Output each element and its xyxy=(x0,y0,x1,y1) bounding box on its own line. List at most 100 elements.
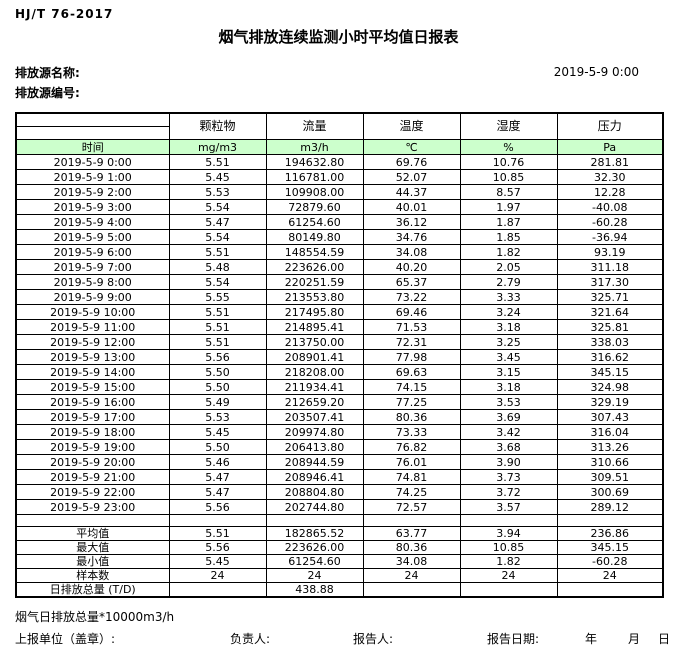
value-cell: 1.85 xyxy=(459,229,558,245)
summary-row: 平均值 5.51 182865.52 63.77 3.94 236.86 xyxy=(15,526,664,541)
unit-cell: m3/h xyxy=(265,139,364,155)
table-row: 2019-5-9 6:00 5.51 148554.59 34.08 1.82 93.19 xyxy=(15,244,664,260)
value-cell: 72.57 xyxy=(362,499,461,515)
value-cell: 3.53 xyxy=(459,394,558,410)
time-cell: 2019-5-9 0:00 xyxy=(15,154,170,170)
value-cell: 325.81 xyxy=(556,319,664,335)
time-cell: 2019-5-9 8:00 xyxy=(15,274,170,290)
total-emission-note: 烟气日排放总量*10000m3/h xyxy=(15,610,175,624)
value-cell: 69.76 xyxy=(362,154,461,170)
value-cell: -36.94 xyxy=(556,229,664,245)
value-cell: 10.85 xyxy=(459,169,558,185)
value-cell: 8.57 xyxy=(459,184,558,200)
reporter-label: 报告人: xyxy=(353,632,394,646)
column-header: 流量 xyxy=(265,112,364,140)
value-cell: 69.46 xyxy=(362,304,461,320)
value-cell: 3.72 xyxy=(459,484,558,500)
table-head: 颗粒物 流量 温度 湿度 压力 时间 mg/m3 m3/h ℃% Pa xyxy=(15,112,664,155)
table-row: 2019-5-9 22:00 5.47 208804.80 74.25 3.72 300.… xyxy=(15,484,664,500)
value-cell: 3.15 xyxy=(459,364,558,380)
column-header: 颗粒物 xyxy=(168,112,267,140)
summary-row: 日排放总量 (T/D) 438.88 xyxy=(15,582,664,598)
summary-value-cell: -60.28 xyxy=(556,554,664,569)
table-row: 2019-5-9 20:00 5.46 208944.59 76.01 3.90 310.… xyxy=(15,454,664,470)
value-cell: 5.51 xyxy=(168,304,267,320)
value-cell: 93.19 xyxy=(556,244,664,260)
value-cell: 40.20 xyxy=(362,259,461,275)
value-cell: 311.18 xyxy=(556,259,664,275)
summary-value-cell xyxy=(459,582,558,598)
table-row: 2019-5-9 5:00 5.54 80149.80 34.76 1.85 -36.94 xyxy=(15,229,664,245)
value-cell: 194632.80 xyxy=(265,154,364,170)
value-cell: 5.55 xyxy=(168,289,267,305)
value-cell: 214895.41 xyxy=(265,319,364,335)
summary-value-cell: 61254.60 xyxy=(265,554,364,569)
summary-value-cell: 5.45 xyxy=(168,554,267,569)
value-cell: 316.62 xyxy=(556,349,664,365)
column-header: 温度 xyxy=(362,112,461,140)
value-cell: 5.51 xyxy=(168,244,267,260)
year-label: 年 xyxy=(585,632,598,646)
time-cell: 2019-5-9 2:00 xyxy=(15,184,170,200)
summary-row: 最小值 5.45 61254.60 34.08 1.82 -60.28 xyxy=(15,554,664,569)
value-cell: 307.43 xyxy=(556,409,664,425)
summary-label-cell: 平均值 xyxy=(15,526,170,541)
value-cell: 73.22 xyxy=(362,289,461,305)
value-cell: 65.37 xyxy=(362,274,461,290)
value-cell: 10.76 xyxy=(459,154,558,170)
time-cell: 2019-5-9 4:00 xyxy=(15,214,170,230)
time-cell: 2019-5-9 16:00 xyxy=(15,394,170,410)
value-cell: 74.25 xyxy=(362,484,461,500)
time-cell: 2019-5-9 17:00 xyxy=(15,409,170,425)
value-cell: 72879.60 xyxy=(265,199,364,215)
unit-cell: Pa xyxy=(556,139,664,155)
value-cell: 3.69 xyxy=(459,409,558,425)
value-cell: 208946.41 xyxy=(265,469,364,485)
summary-label-cell: 最小值 xyxy=(15,554,170,569)
column-header: 湿度 xyxy=(459,112,558,140)
summary-label-cell: 样本数 xyxy=(15,568,170,583)
summary-row: 样本数 24 24 24 24 24 xyxy=(15,568,664,583)
value-cell: 3.73 xyxy=(459,469,558,485)
value-cell: 5.47 xyxy=(168,469,267,485)
table-row: 2019-5-9 1:00 5.45 116781.00 52.07 10.85 32.3… xyxy=(15,169,664,185)
unit-cell: % xyxy=(459,139,558,155)
time-cell: 2019-5-9 23:00 xyxy=(15,499,170,515)
spacer-cell xyxy=(362,514,461,527)
time-cell: 2019-5-9 15:00 xyxy=(15,379,170,395)
time-cell: 2019-5-9 12:00 xyxy=(15,334,170,350)
value-cell: 80149.80 xyxy=(265,229,364,245)
time-cell: 2019-5-9 10:00 xyxy=(15,304,170,320)
summary-value-cell: 182865.52 xyxy=(265,526,364,541)
value-cell: 217495.80 xyxy=(265,304,364,320)
value-cell: 213750.00 xyxy=(265,334,364,350)
summary-value-cell: 24 xyxy=(362,568,461,583)
summary-value-cell: 34.08 xyxy=(362,554,461,569)
value-cell: 116781.00 xyxy=(265,169,364,185)
value-cell: 310.66 xyxy=(556,454,664,470)
value-cell: 36.12 xyxy=(362,214,461,230)
month-label: 月 xyxy=(628,632,641,646)
time-cell: 2019-5-9 14:00 xyxy=(15,364,170,380)
value-cell: 76.01 xyxy=(362,454,461,470)
summary-value-cell: 10.85 xyxy=(459,540,558,555)
table-row: 2019-5-9 3:00 5.54 72879.60 40.01 1.97 -40.08 xyxy=(15,199,664,215)
value-cell: 77.25 xyxy=(362,394,461,410)
page-title: 烟气排放连续监测小时平均值日报表 xyxy=(218,28,459,46)
value-cell: 206413.80 xyxy=(265,439,364,455)
value-cell: 213553.80 xyxy=(265,289,364,305)
spacer-cell xyxy=(459,514,558,527)
value-cell: 3.18 xyxy=(459,379,558,395)
summary-value-cell: 345.15 xyxy=(556,540,664,555)
value-cell: 5.45 xyxy=(168,169,267,185)
table-row: 2019-5-9 18:00 5.45 209974.80 73.33 3.42 316.… xyxy=(15,424,664,440)
value-cell: 220251.59 xyxy=(265,274,364,290)
doc-standard-code: HJ/T 76-2017 xyxy=(15,7,114,21)
value-cell: 5.56 xyxy=(168,349,267,365)
value-cell: 74.81 xyxy=(362,469,461,485)
table-row: 2019-5-9 23:00 5.56 202744.80 72.57 3.57 289.… xyxy=(15,499,664,515)
summary-value-cell: 236.86 xyxy=(556,526,664,541)
summary-value-cell: 63.77 xyxy=(362,526,461,541)
value-cell: 1.87 xyxy=(459,214,558,230)
time-cell: 2019-5-9 1:00 xyxy=(15,169,170,185)
